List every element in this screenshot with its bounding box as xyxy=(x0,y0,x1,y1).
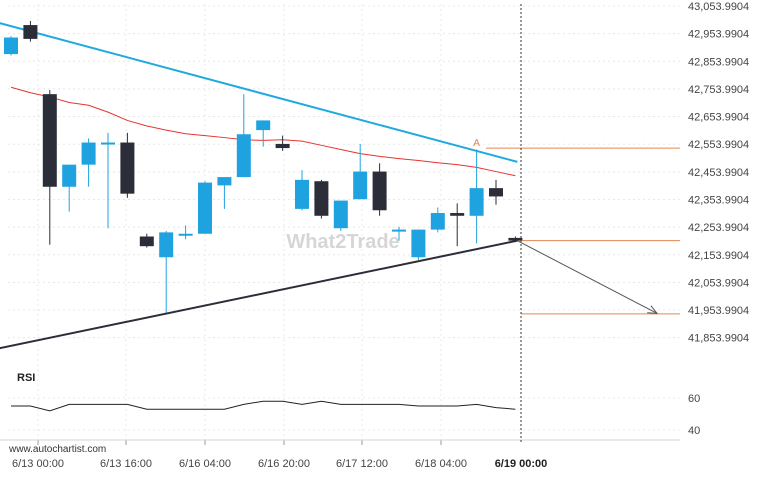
x-tick-label: 6/17 12:00 xyxy=(336,458,388,470)
upper-trendline xyxy=(0,22,518,163)
candle-body xyxy=(23,25,38,39)
y-tick-label: 42,253.9904 xyxy=(688,222,749,234)
rsi-title: RSI xyxy=(17,372,35,384)
candle-body xyxy=(469,188,484,216)
y-tick-label: 41,853.9904 xyxy=(688,333,749,345)
y-tick-label: 43,053.9904 xyxy=(688,1,749,13)
x-tick-label: 6/16 04:00 xyxy=(179,458,231,470)
candle-body xyxy=(4,37,18,55)
x-tick-label: 6/18 04:00 xyxy=(415,458,467,470)
y-tick-label: 42,053.9904 xyxy=(688,277,749,289)
candle-body xyxy=(120,142,135,194)
y-tick-label: 42,953.9904 xyxy=(688,29,749,41)
candle-body xyxy=(178,233,193,236)
candle-body xyxy=(314,181,329,216)
rsi-tick-label: 40 xyxy=(688,425,700,437)
x-tick-label: 6/13 16:00 xyxy=(100,458,152,470)
y-tick-label: 42,553.9904 xyxy=(688,139,749,151)
forecast-arrow-line xyxy=(517,240,658,314)
candle-body xyxy=(217,177,232,186)
candle-body xyxy=(256,120,271,131)
candle-body xyxy=(101,142,115,145)
y-tick-label: 42,653.9904 xyxy=(688,112,749,124)
candle-body xyxy=(450,213,465,216)
lower-trendline xyxy=(0,239,518,350)
rsi-tick-label: 60 xyxy=(688,393,700,405)
rsi-line xyxy=(11,400,516,412)
y-tick-label: 41,953.9904 xyxy=(688,305,749,317)
candle-body xyxy=(353,171,368,200)
candle-body xyxy=(42,94,57,187)
current-time-label: 6/19 00:00 xyxy=(495,458,548,470)
source-label: www.autochartist.com xyxy=(8,444,106,455)
candle-body xyxy=(81,142,96,165)
forecast-arrow-head xyxy=(647,305,659,314)
candle-body xyxy=(139,236,154,247)
candle-body xyxy=(295,179,309,209)
y-tick-label: 42,753.9904 xyxy=(688,84,749,96)
y-tick-label: 42,153.9904 xyxy=(688,250,749,262)
y-tick-label: 42,353.9904 xyxy=(688,194,749,206)
pattern-point-label: A xyxy=(473,138,480,149)
candle-body xyxy=(159,232,174,258)
candle-body xyxy=(430,213,445,230)
candle-body xyxy=(236,134,251,178)
x-tick-label: 6/13 00:00 xyxy=(12,458,64,470)
candle-body xyxy=(489,188,503,197)
y-tick-label: 42,853.9904 xyxy=(688,56,749,68)
y-tick-label: 42,453.9904 xyxy=(688,167,749,179)
candle-body xyxy=(392,229,406,232)
candle-body xyxy=(411,229,426,258)
candle-body xyxy=(198,182,212,234)
watermark-text: What2Trade xyxy=(286,231,399,253)
candle-body xyxy=(508,237,523,241)
candle-body xyxy=(372,171,387,211)
candle-body xyxy=(275,143,290,149)
x-tick-label: 6/16 20:00 xyxy=(258,458,310,470)
candle-body xyxy=(333,200,348,229)
candle-body xyxy=(62,164,77,187)
